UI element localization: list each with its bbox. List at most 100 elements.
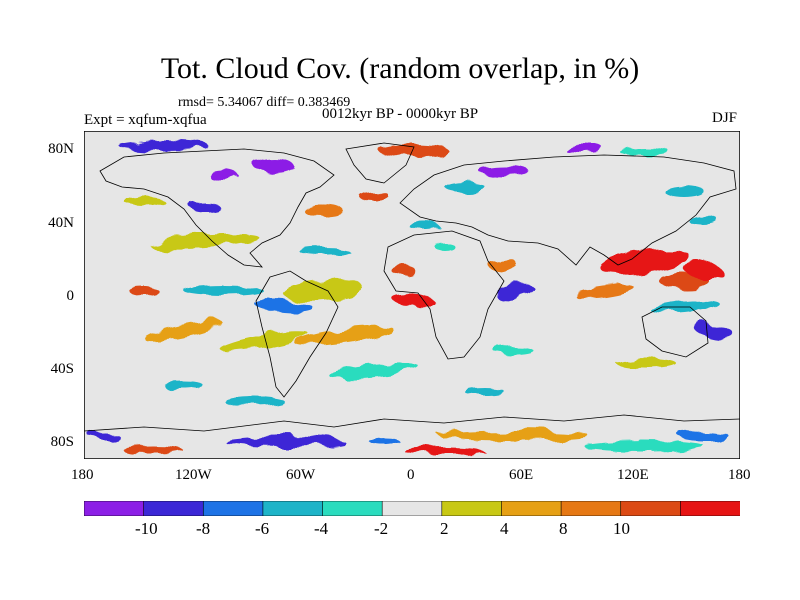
anomaly-patch xyxy=(409,222,439,230)
anomaly-patch xyxy=(304,205,344,217)
colorbar-swatch xyxy=(560,501,622,516)
stats-label: rmsd= 5.34067 diff= 0.383469 xyxy=(178,95,351,110)
anomaly-patch xyxy=(129,287,159,295)
colorbar-swatch xyxy=(501,501,562,516)
period-label: 0012kyr BP - 0000kyr BP xyxy=(322,106,479,122)
anomaly-patch xyxy=(584,377,624,385)
anomaly-patch xyxy=(124,196,164,206)
colorbar-label-neg6: -6 xyxy=(255,519,270,538)
anomaly-patch xyxy=(564,145,604,153)
anomaly-patch xyxy=(479,166,529,176)
anomaly-patch xyxy=(254,159,294,173)
colorbar-label-2: 2 xyxy=(440,519,449,538)
y-tick-40n: 40N xyxy=(48,215,74,231)
anomaly-patch xyxy=(584,441,704,451)
colorbar-swatch xyxy=(441,501,503,516)
anomaly-patch xyxy=(89,432,119,440)
coastline-australia xyxy=(641,306,709,358)
x-tick-120w: 120W xyxy=(175,467,212,483)
anomaly-patch xyxy=(649,299,719,313)
anomaly-patch xyxy=(464,387,504,395)
anomaly-patch xyxy=(494,347,534,355)
anomaly-patch xyxy=(489,260,519,272)
experiment-label: Expt = xqfum-xqfua xyxy=(84,112,207,128)
coastline-antarctica xyxy=(84,414,740,432)
anomaly-layer xyxy=(89,141,734,455)
anomaly-patch xyxy=(369,437,399,445)
x-tick-120e: 120E xyxy=(617,467,649,483)
x-tick-60w: 60W xyxy=(286,467,316,483)
anomaly-patch xyxy=(494,284,534,298)
anomaly-patch xyxy=(119,141,209,151)
anomaly-patch xyxy=(299,247,349,255)
colorbar-swatch xyxy=(322,501,383,516)
colorbar-label-neg2: -2 xyxy=(374,519,389,538)
anomaly-patch xyxy=(224,436,344,446)
anomaly-patch xyxy=(439,431,589,441)
y-tick-80s: 80S xyxy=(50,434,74,450)
anomaly-patch xyxy=(149,233,259,249)
anomaly-patch xyxy=(529,181,579,191)
colorbar-swatch xyxy=(262,501,324,516)
anomaly-patch xyxy=(391,294,437,308)
colorbar xyxy=(84,501,740,516)
anomaly-patch xyxy=(104,257,144,265)
colorbar-label-8: 8 xyxy=(559,519,568,538)
colorbar-swatch xyxy=(381,501,443,516)
colorbar-label-neg10: -10 xyxy=(135,519,158,538)
y-tick-80n: 80N xyxy=(48,141,74,157)
anomaly-patch xyxy=(224,396,284,406)
anomaly-patch xyxy=(404,447,484,455)
anomaly-patch xyxy=(219,331,309,351)
x-tick-180e: 180 xyxy=(728,467,751,483)
anomaly-patch xyxy=(434,242,454,250)
anomaly-patch xyxy=(189,202,219,210)
colorbar-swatch xyxy=(143,501,205,516)
y-tick-0: 0 xyxy=(66,288,75,304)
anomaly-patch xyxy=(164,382,204,390)
anomaly-patch xyxy=(124,374,184,388)
anomaly-patch xyxy=(329,363,419,379)
anomaly-patch xyxy=(379,145,449,157)
anomaly-patch xyxy=(444,181,484,191)
anomaly-patch xyxy=(599,248,689,274)
colorbar-swatch xyxy=(620,501,682,516)
anomaly-patch xyxy=(619,147,669,155)
anomaly-patch xyxy=(209,171,239,181)
colorbar-label-neg4: -4 xyxy=(314,519,329,538)
coastline-eurasia xyxy=(399,154,737,266)
colorbar-label-4: 4 xyxy=(500,519,509,538)
colorbar-swatch xyxy=(202,501,264,516)
anomaly-patch xyxy=(679,431,729,441)
colorbar-swatch xyxy=(680,501,740,516)
anomaly-patch xyxy=(204,407,464,415)
anomaly-patch xyxy=(124,447,184,455)
colorbar-swatch xyxy=(84,501,145,516)
anomaly-patch xyxy=(144,320,224,342)
anomaly-patch xyxy=(664,185,704,197)
anomaly-patch xyxy=(294,326,394,346)
colorbar-label-neg8: -8 xyxy=(196,519,211,538)
x-tick-60e: 60E xyxy=(509,467,534,483)
anomaly-patch xyxy=(254,299,314,313)
y-tick-40s: 40S xyxy=(50,361,74,377)
anomaly-patch xyxy=(392,266,416,276)
anomaly-patch xyxy=(684,261,724,281)
coastline-africa xyxy=(383,230,505,360)
coastline-south-america xyxy=(255,270,339,398)
anomaly-patch xyxy=(689,216,719,226)
coastlines xyxy=(84,142,740,432)
anomaly-patch xyxy=(574,284,634,298)
cloud-cover-map xyxy=(84,131,740,459)
anomaly-patch xyxy=(359,191,389,201)
chart-title: Tot. Cloud Cov. (random overlap, in %) xyxy=(160,52,640,85)
coastline-north-america xyxy=(99,148,335,268)
colorbar-label-10: 10 xyxy=(613,519,630,538)
season-label: DJF xyxy=(712,110,738,126)
anomaly-patch xyxy=(184,286,264,296)
coastline-greenland xyxy=(345,142,415,184)
anomaly-patch xyxy=(284,281,364,301)
x-tick-180w: 180 xyxy=(71,467,94,483)
anomaly-patch xyxy=(694,323,734,339)
anomaly-patch xyxy=(614,356,674,366)
